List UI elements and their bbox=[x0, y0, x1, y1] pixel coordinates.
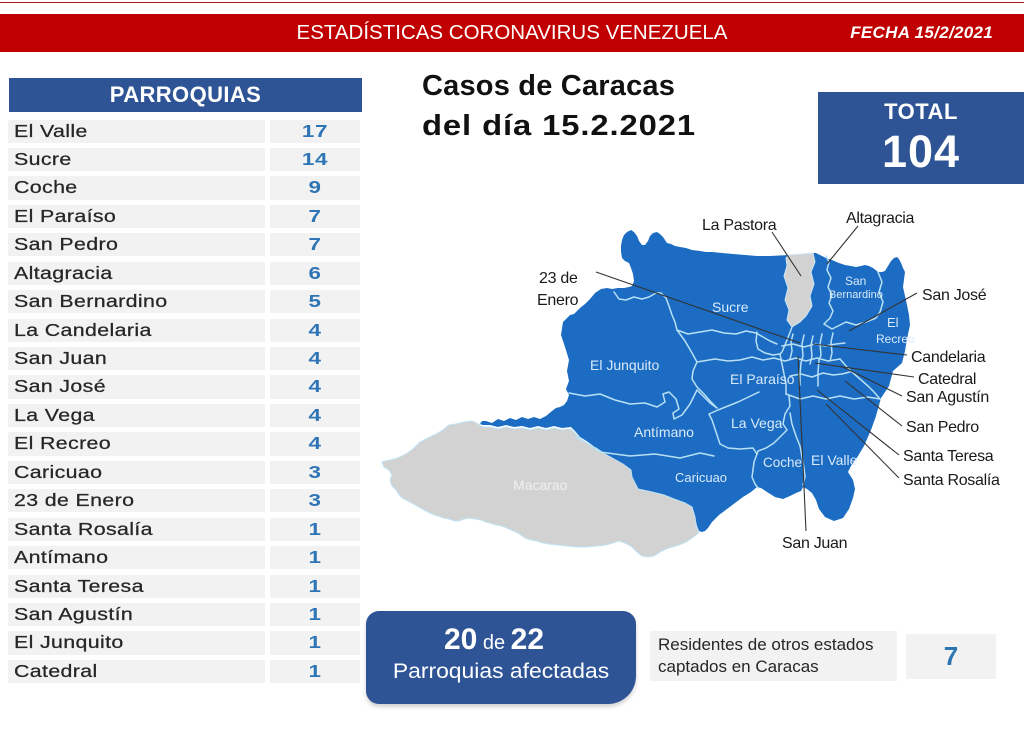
svg-text:Antímano: Antímano bbox=[634, 424, 694, 440]
svg-text:Santa Rosalía: Santa Rosalía bbox=[903, 472, 1000, 489]
svg-text:Recreo: Recreo bbox=[876, 332, 915, 346]
svg-text:Macarao: Macarao bbox=[513, 477, 568, 493]
svg-text:Enero: Enero bbox=[537, 292, 579, 309]
svg-text:San José: San José bbox=[922, 287, 987, 304]
svg-text:Bernardino: Bernardino bbox=[829, 289, 883, 301]
svg-text:San Juan: San Juan bbox=[782, 535, 847, 552]
svg-text:Caricuao: Caricuao bbox=[675, 470, 727, 485]
svg-text:Santa Teresa: Santa Teresa bbox=[903, 448, 994, 465]
svg-text:San Agustín: San Agustín bbox=[906, 389, 989, 406]
svg-text:Catedral: Catedral bbox=[918, 371, 976, 388]
svg-text:El Valle: El Valle bbox=[811, 452, 858, 468]
svg-text:El Junquito: El Junquito bbox=[590, 357, 659, 373]
svg-text:El: El bbox=[887, 315, 899, 330]
svg-text:San: San bbox=[845, 274, 866, 288]
svg-text:San Pedro: San Pedro bbox=[906, 419, 979, 436]
svg-text:Coche: Coche bbox=[763, 455, 802, 470]
svg-text:Altagracia: Altagracia bbox=[846, 210, 915, 227]
svg-text:La Pastora: La Pastora bbox=[702, 217, 777, 234]
svg-text:La Vega: La Vega bbox=[731, 415, 783, 431]
svg-text:Candelaria: Candelaria bbox=[911, 349, 986, 366]
svg-text:Sucre: Sucre bbox=[712, 299, 749, 315]
svg-text:23 de: 23 de bbox=[539, 270, 578, 287]
svg-text:El Paraíso: El Paraíso bbox=[730, 371, 795, 387]
